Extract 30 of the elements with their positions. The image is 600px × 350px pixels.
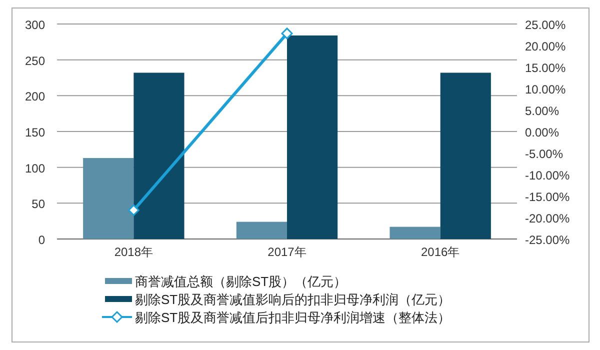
y2-tick-label: -20.00% <box>525 212 570 226</box>
y2-tick-label: 20.00% <box>525 40 566 54</box>
y2-tick-label: 15.00% <box>525 61 566 75</box>
y2-tick-label: -5.00% <box>525 147 564 161</box>
bar <box>440 72 491 239</box>
legend-label: 商誉减值总额（剔除ST股）（亿元） <box>135 274 347 289</box>
y2-tick-label: 5.00% <box>525 104 560 118</box>
x-tick-label: 2016年 <box>420 245 460 259</box>
legend-label: 剔除ST股及商誉减值影响后的扣非归母净利润（亿元） <box>135 292 451 307</box>
y2-tick-label: -10.00% <box>525 168 570 182</box>
y2-tick-label: 0.00% <box>525 126 560 140</box>
y2-tick-label: -25.00% <box>525 233 570 247</box>
y-tick-label: 150 <box>24 126 46 140</box>
y-tick-label: 250 <box>24 54 46 68</box>
x-tick-label: 2017年 <box>268 245 306 259</box>
bar <box>83 158 134 239</box>
legend-label: 剔除ST股及商誉减值后扣非归母净利润增速（整体法） <box>135 310 451 325</box>
y-tick-label: 200 <box>24 90 46 104</box>
y2-tick-label: 10.00% <box>525 82 566 96</box>
bar <box>390 226 440 239</box>
y-tick-label: 300 <box>24 18 46 32</box>
y-tick-label: 50 <box>32 197 46 212</box>
x-tick-label: 2018年 <box>114 245 154 259</box>
y-tick-label: 100 <box>24 161 46 176</box>
bar <box>236 222 287 239</box>
y-tick-label: 0 <box>38 233 46 247</box>
y2-tick-label: 25.00% <box>525 18 566 32</box>
bar <box>287 35 338 239</box>
y2-tick-label: -15.00% <box>525 190 570 204</box>
bar <box>134 72 184 239</box>
